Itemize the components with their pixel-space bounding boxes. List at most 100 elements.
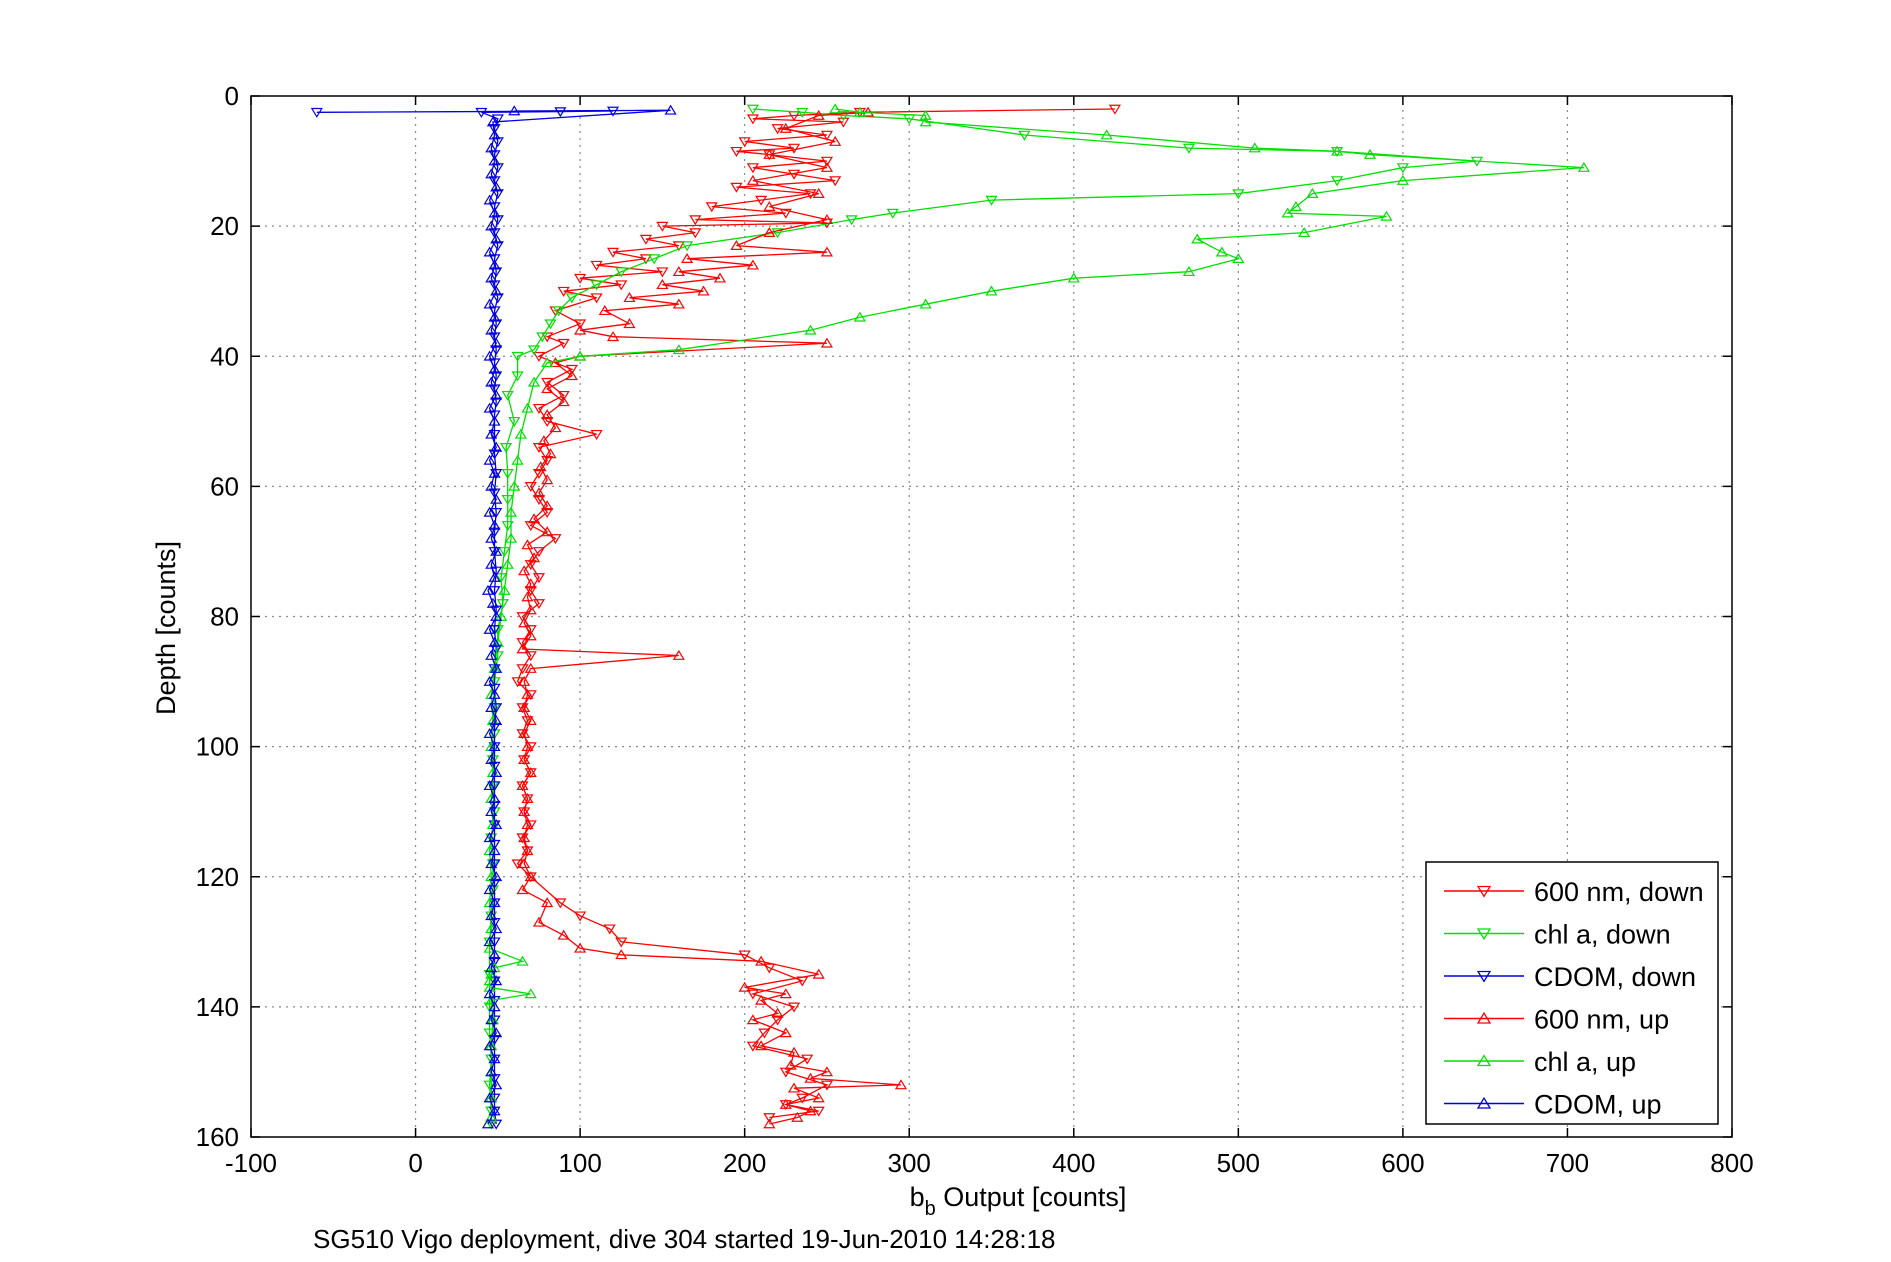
data-point bbox=[829, 135, 842, 146]
data-point bbox=[796, 107, 809, 118]
x-axis-label-main: b bbox=[910, 1182, 925, 1212]
data-point bbox=[485, 701, 498, 712]
data-point bbox=[574, 273, 587, 284]
data-point bbox=[557, 390, 570, 401]
data-point bbox=[837, 111, 850, 122]
data-point bbox=[488, 467, 501, 478]
data-point bbox=[485, 1014, 498, 1025]
data-point bbox=[488, 207, 501, 218]
data-point bbox=[518, 832, 531, 843]
data-point bbox=[820, 161, 834, 172]
data-point bbox=[490, 1027, 503, 1038]
data-point bbox=[521, 740, 534, 751]
legend-label: 600 nm, down bbox=[1534, 877, 1704, 907]
data-point bbox=[746, 1014, 759, 1025]
data-point bbox=[606, 331, 620, 342]
data-point bbox=[837, 117, 850, 128]
data-point bbox=[755, 195, 768, 206]
data-point bbox=[485, 753, 498, 764]
series-0 bbox=[511, 104, 1121, 1124]
data-point bbox=[574, 911, 587, 922]
data-point bbox=[919, 298, 932, 309]
data-point bbox=[532, 487, 546, 498]
data-point bbox=[485, 910, 498, 921]
data-point bbox=[681, 241, 694, 252]
data-point bbox=[554, 898, 567, 909]
data-point bbox=[532, 403, 546, 414]
x-tick-label: -100 bbox=[225, 1148, 277, 1178]
data-point bbox=[1100, 129, 1113, 140]
data-point bbox=[518, 675, 531, 686]
data-point bbox=[755, 955, 768, 966]
data-point bbox=[1577, 161, 1590, 172]
data-point bbox=[1380, 210, 1393, 221]
data-point bbox=[1018, 130, 1031, 141]
data-point bbox=[746, 1041, 759, 1052]
data-point bbox=[488, 1053, 501, 1064]
data-point bbox=[310, 107, 323, 118]
legend-swatch-marker bbox=[1476, 885, 1492, 898]
data-point bbox=[483, 454, 496, 465]
data-point bbox=[894, 1079, 908, 1090]
data-point bbox=[672, 298, 685, 309]
data-point bbox=[508, 416, 521, 427]
data-point bbox=[549, 422, 562, 433]
legend-label: chl a, up bbox=[1534, 1047, 1636, 1077]
data-point bbox=[1331, 145, 1344, 156]
data-point bbox=[488, 793, 501, 804]
data-point bbox=[541, 377, 554, 388]
data-point bbox=[755, 994, 768, 1005]
y-tick-label: 80 bbox=[210, 602, 239, 632]
data-point bbox=[486, 116, 499, 127]
data-point bbox=[689, 215, 702, 226]
data-point bbox=[985, 195, 998, 206]
data-point bbox=[1215, 246, 1228, 257]
data-point bbox=[779, 208, 792, 219]
series-line bbox=[488, 108, 1584, 1118]
data-point bbox=[501, 558, 514, 569]
data-point bbox=[853, 106, 866, 117]
data-point bbox=[697, 285, 710, 296]
data-point bbox=[481, 584, 495, 595]
data-point bbox=[521, 539, 534, 550]
data-point bbox=[672, 266, 685, 277]
series-layer bbox=[310, 103, 1590, 1130]
data-point bbox=[746, 104, 759, 115]
data-point bbox=[524, 578, 537, 589]
data-point bbox=[689, 228, 702, 239]
data-point bbox=[565, 370, 578, 381]
data-point bbox=[656, 221, 669, 232]
data-point bbox=[521, 793, 534, 804]
data-point bbox=[485, 1066, 498, 1077]
data-point bbox=[491, 241, 504, 252]
data-point bbox=[518, 727, 531, 738]
legend-box bbox=[1425, 861, 1719, 1125]
data-point bbox=[615, 937, 628, 948]
data-point bbox=[532, 599, 546, 610]
data-point bbox=[483, 975, 496, 986]
data-point bbox=[532, 573, 546, 584]
data-point bbox=[491, 114, 504, 125]
data-point bbox=[845, 215, 858, 226]
data-point bbox=[488, 688, 501, 699]
data-point bbox=[483, 780, 496, 791]
data-point bbox=[483, 832, 496, 843]
data-point bbox=[488, 129, 501, 140]
data-point bbox=[1232, 252, 1245, 264]
data-point bbox=[490, 1079, 503, 1090]
data-point bbox=[495, 573, 508, 584]
data-point bbox=[746, 259, 759, 270]
data-point bbox=[524, 651, 537, 662]
x-tick-label: 400 bbox=[1052, 1148, 1095, 1178]
data-point bbox=[485, 994, 498, 1005]
data-point bbox=[746, 174, 759, 185]
data-point bbox=[820, 246, 834, 257]
data-point bbox=[483, 1040, 496, 1051]
legend-label: CDOM, down bbox=[1534, 962, 1696, 992]
data-point bbox=[758, 1028, 771, 1039]
data-point bbox=[511, 371, 524, 382]
data-point bbox=[488, 280, 501, 291]
x-tick-label: 300 bbox=[888, 1148, 931, 1178]
data-point bbox=[488, 519, 501, 530]
